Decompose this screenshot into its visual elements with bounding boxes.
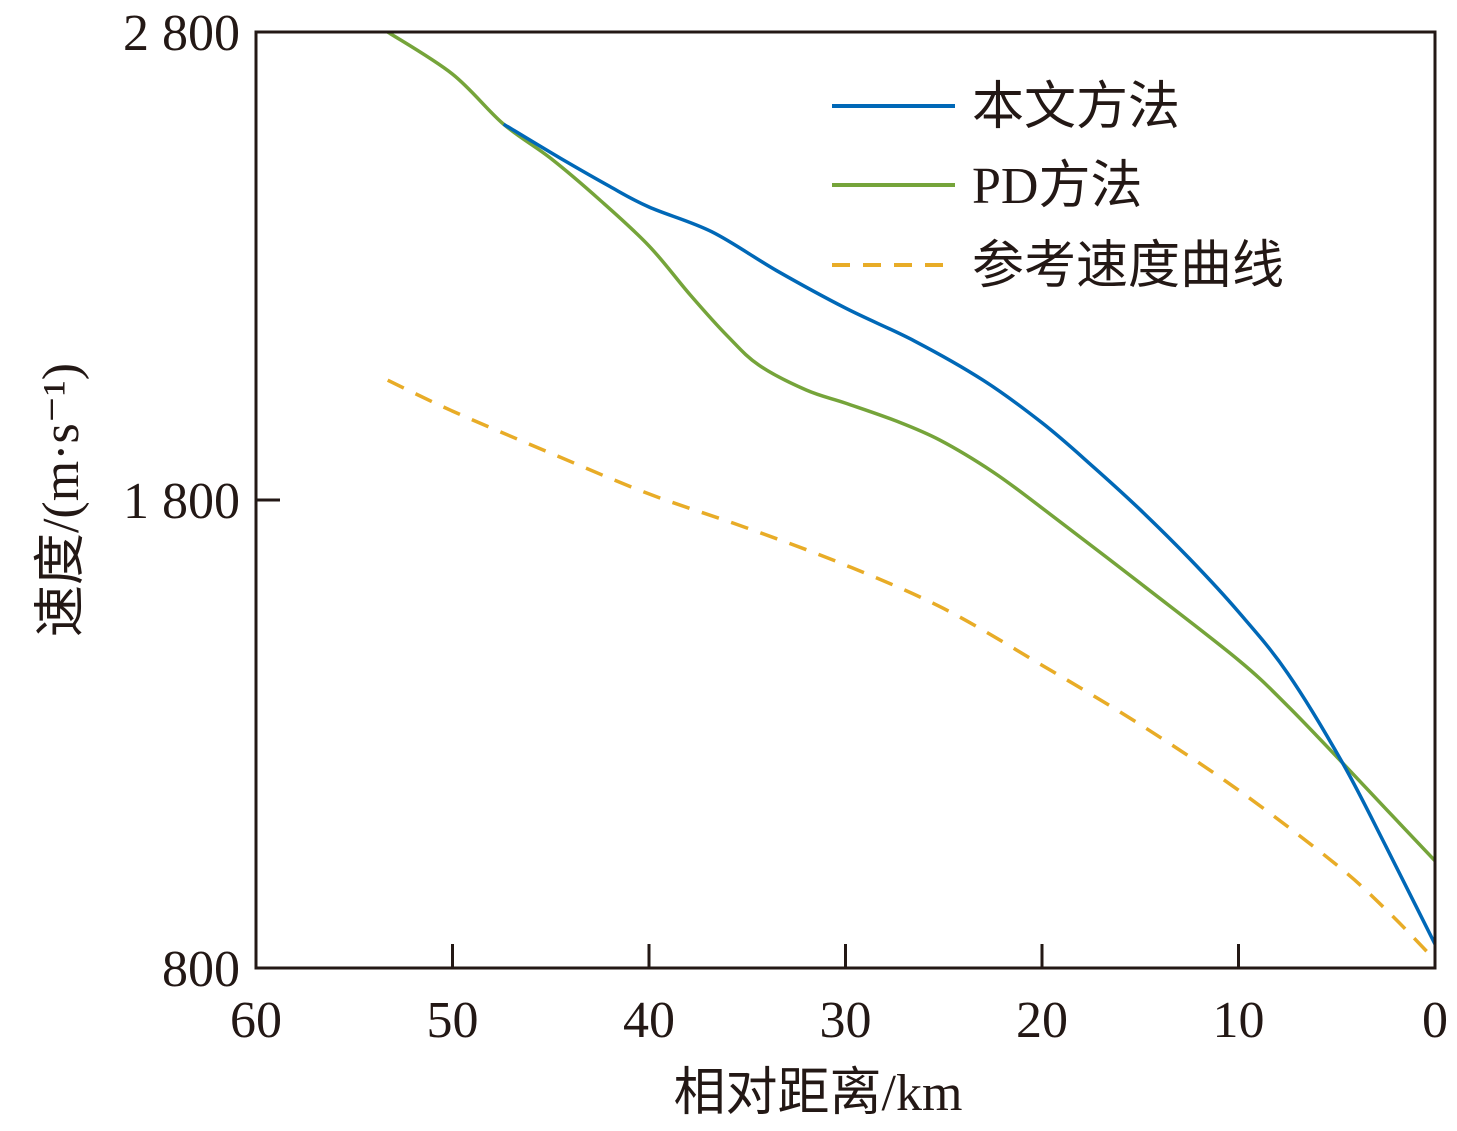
series-layer bbox=[386, 30, 1437, 962]
y-tick-label: 800 bbox=[162, 941, 240, 998]
x-tick-label: 60 bbox=[230, 992, 282, 1049]
series-line-1 bbox=[386, 30, 1437, 863]
y-tick-label: 2 800 bbox=[123, 5, 240, 62]
legend-label: 本文方法 bbox=[972, 79, 1180, 136]
legend-label: 参考速度曲线 bbox=[972, 238, 1284, 295]
series-line-2 bbox=[386, 378, 1437, 962]
y-axis-title: 速度/(m·s⁻¹) bbox=[33, 363, 90, 637]
y-tick-label: 1 800 bbox=[123, 473, 240, 530]
x-tick-label: 50 bbox=[427, 992, 479, 1049]
x-tick-label: 20 bbox=[1016, 992, 1068, 1049]
x-axis: 60 50 40 30 20 10 0 bbox=[230, 944, 1448, 1049]
series-line-0 bbox=[502, 122, 1437, 945]
x-tick-label: 10 bbox=[1213, 992, 1265, 1049]
x-tick-label: 40 bbox=[623, 992, 675, 1049]
x-axis-title: 相对距离/km bbox=[674, 1065, 963, 1122]
y-axis: 800 1 800 2 800 bbox=[123, 5, 280, 998]
legend-label: PD方法 bbox=[972, 158, 1142, 215]
x-tick-label: 30 bbox=[820, 992, 872, 1049]
plot-frame bbox=[254, 30, 1437, 970]
x-tick-label: 0 bbox=[1422, 992, 1448, 1049]
